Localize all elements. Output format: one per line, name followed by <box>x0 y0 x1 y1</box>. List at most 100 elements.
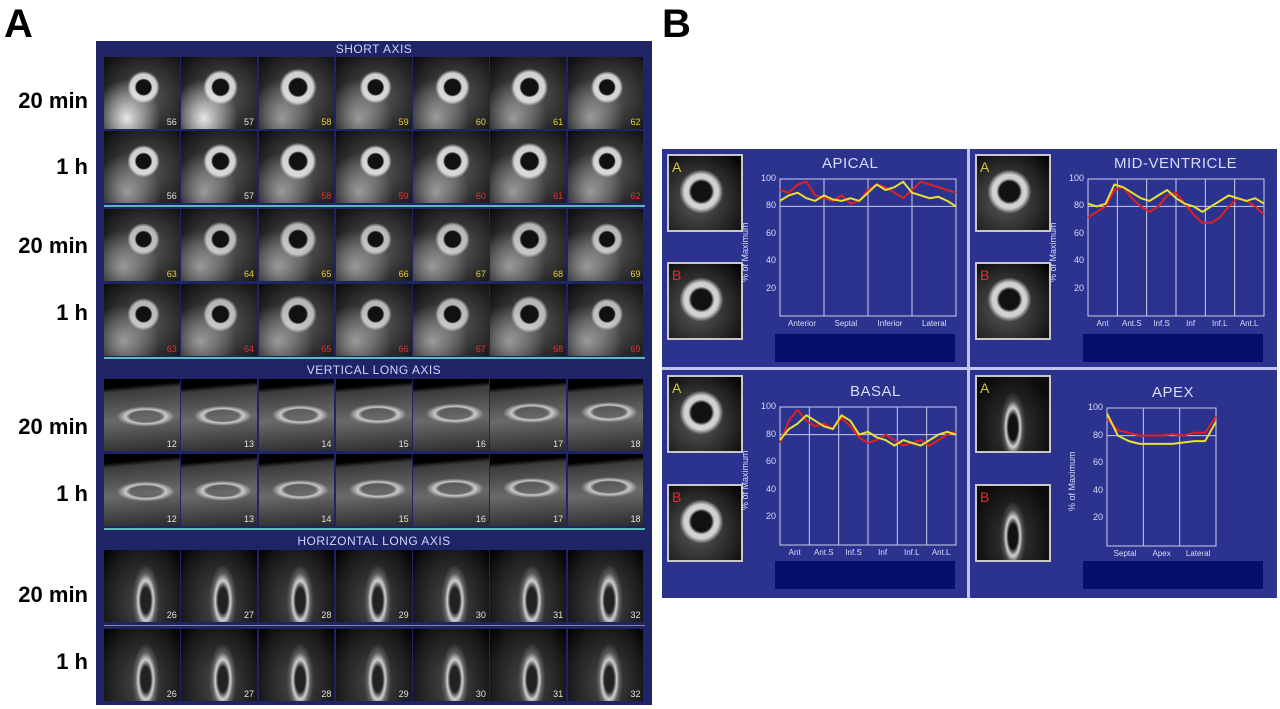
slice-number: 64 <box>244 344 255 354</box>
slice-number: 66 <box>398 269 409 279</box>
quadrant-divider <box>967 149 970 598</box>
slice-number: 15 <box>398 514 409 524</box>
scan-tile: 12 <box>104 379 180 451</box>
panel-letter-b: B <box>662 2 691 46</box>
y-tick-label: 80 <box>765 200 776 211</box>
scan-tile: 57 <box>181 131 258 203</box>
thumbnail-b: B <box>667 484 743 562</box>
scan-tile: 16 <box>413 379 489 451</box>
scan-tile: 27 <box>181 550 258 622</box>
slice-number: 12 <box>166 514 177 524</box>
thumbnail-a: A <box>975 154 1051 232</box>
panel-b-polar-profiles: A B APICAL % of Maximum 100 80 60 40 20 Anterior S… <box>662 149 1277 598</box>
x-tick-label: Ant.S <box>1122 319 1142 328</box>
slice-number: 61 <box>553 117 564 127</box>
scan-tile: 30 <box>413 550 489 622</box>
thumbnail-label: A <box>672 380 682 396</box>
info-box <box>775 334 955 362</box>
image-row: 12 13 14 15 16 17 18 <box>104 454 645 526</box>
thumbnail-label: B <box>980 267 990 283</box>
series-line-b <box>1106 415 1217 437</box>
plot-frame <box>1106 407 1217 547</box>
panel-a-scan-grid: SHORT AXIS 56 57 58 59 60 61 62 56 57 58 59 60 61 62… <box>96 41 652 705</box>
section-title-vertical-long-axis: VERTICAL LONG AXIS <box>306 363 442 377</box>
section-title-horizontal-long-axis: HORIZONTAL LONG AXIS <box>297 534 451 548</box>
slice-number: 28 <box>321 689 332 699</box>
slice-number: 15 <box>398 439 409 449</box>
y-tick-label: 80 <box>1092 429 1103 440</box>
separator <box>104 528 645 530</box>
scan-tile: 29 <box>335 629 412 701</box>
scan-tile: 68 <box>490 284 567 356</box>
slice-number: 13 <box>244 514 255 524</box>
x-tick-label: Inferior <box>877 319 903 328</box>
x-tick-label: Anterior <box>788 319 817 328</box>
x-tick-label: Inf.S <box>845 548 862 557</box>
x-tick-label: Inf <box>1186 319 1196 328</box>
slice-number: 57 <box>244 117 255 127</box>
series-line-a <box>779 180 957 208</box>
scan-tile: 63 <box>104 209 180 281</box>
info-box <box>1083 561 1263 589</box>
x-tick-label: Inf.L <box>1212 319 1228 328</box>
scan-tile: 30 <box>413 629 489 701</box>
slice-number: 26 <box>166 610 177 620</box>
profile-quadrant: A B BASAL % of Maximum 100 80 60 40 20 Ant Ant.S In… <box>662 370 969 589</box>
slice-number: 62 <box>630 117 641 127</box>
slice-number: 14 <box>321 514 332 524</box>
scan-tile: 56 <box>104 57 180 129</box>
scan-tile: 31 <box>490 550 567 622</box>
y-tick-label: 40 <box>765 483 776 494</box>
slice-number: 14 <box>321 439 332 449</box>
image-row: 56 57 58 59 60 61 62 <box>104 131 645 203</box>
scan-tile: 61 <box>490 131 567 203</box>
slice-number: 56 <box>166 191 177 201</box>
y-tick-label: 100 <box>1068 173 1084 183</box>
series-line-b <box>779 180 957 205</box>
scan-tile: 67 <box>413 284 489 356</box>
y-tick-label: 100 <box>760 173 776 183</box>
slice-number: 31 <box>553 689 564 699</box>
slice-number: 32 <box>630 689 641 699</box>
chart-title: MID-VENTRICLE <box>1114 155 1238 172</box>
slice-number: 63 <box>166 344 177 354</box>
thumbnail-label: B <box>672 489 682 505</box>
scan-tile: 17 <box>490 454 567 526</box>
y-tick-label: 20 <box>1092 512 1103 523</box>
slice-number: 16 <box>475 439 486 449</box>
x-tick-label: Ant.L <box>1239 319 1259 328</box>
x-tick-label: Inf.L <box>904 548 920 557</box>
slice-number: 58 <box>321 191 332 201</box>
scan-tile: 32 <box>567 550 644 622</box>
slice-number: 27 <box>244 689 255 699</box>
image-row: 26 27 28 29 30 31 32 <box>104 629 645 701</box>
row-label: 20 min <box>18 233 88 258</box>
y-tick-label: 20 <box>765 511 776 522</box>
scan-tile: 12 <box>104 454 180 526</box>
thumbnail-label: A <box>980 159 990 175</box>
scan-tile: 64 <box>181 209 258 281</box>
x-tick-label: Septal <box>834 319 858 328</box>
profile-plot <box>1106 407 1217 547</box>
slice-number: 29 <box>398 610 409 620</box>
slice-number: 63 <box>166 269 177 279</box>
section-title-short-axis: SHORT AXIS <box>335 42 413 56</box>
row-label: 1 h <box>56 300 88 325</box>
scan-tile: 56 <box>104 131 180 203</box>
slice-number: 68 <box>553 269 564 279</box>
scan-tile: 69 <box>567 284 644 356</box>
scan-tile: 14 <box>258 379 335 451</box>
slice-number: 59 <box>398 191 409 201</box>
y-axis-label: % of Maximum <box>1048 221 1058 282</box>
y-tick-label: 60 <box>765 456 776 467</box>
scan-tile: 18 <box>567 379 644 451</box>
image-row: 63 64 65 66 67 68 69 <box>104 284 645 356</box>
scan-tile: 60 <box>413 57 489 129</box>
slice-number: 30 <box>475 689 486 699</box>
slice-number: 18 <box>630 514 641 524</box>
x-tick-label: Ant.S <box>814 548 834 557</box>
slice-number: 32 <box>630 610 641 620</box>
y-tick-label: 60 <box>765 227 776 238</box>
scan-tile: 14 <box>258 454 335 526</box>
separator <box>104 625 645 626</box>
